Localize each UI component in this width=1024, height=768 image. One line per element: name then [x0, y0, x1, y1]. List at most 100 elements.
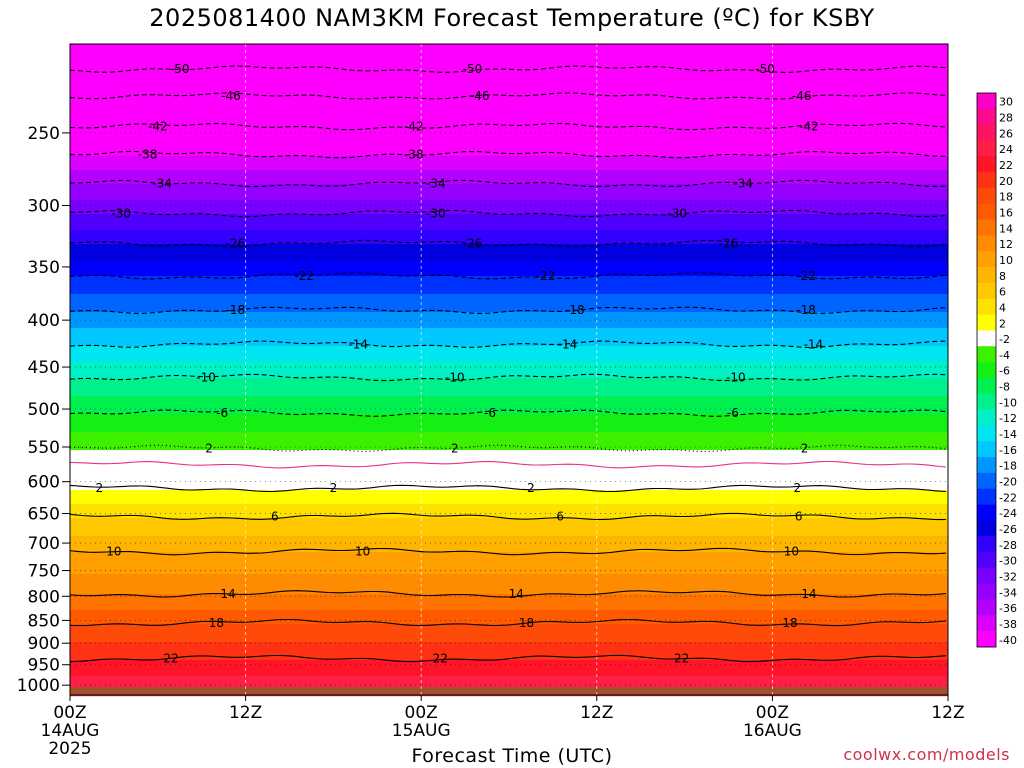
contour-label: 14	[801, 587, 816, 601]
colorbar-label: -16	[999, 444, 1017, 457]
colorbar-label: 12	[999, 238, 1013, 251]
colorbar-label: -10	[999, 396, 1017, 409]
x-axis-label: Forecast Time (UTC)	[411, 745, 613, 767]
colorbar-label: -18	[999, 460, 1017, 473]
colorbar-label: -4	[999, 349, 1010, 362]
colorbar-swatch	[977, 156, 996, 173]
colorbar-swatch	[977, 393, 996, 410]
y-tick-label: 950	[28, 656, 60, 676]
colorbar-swatch	[977, 377, 996, 395]
contour-line	[69, 618, 947, 627]
colorbar-swatch	[977, 599, 996, 616]
x-tick-label: 12Z	[931, 703, 964, 723]
colorbar-swatch	[977, 425, 996, 442]
contour-label: -22	[294, 269, 314, 283]
y-axis: 250 300 350 400 450 500 550 600 650 700 750 800 850 9…	[17, 124, 70, 696]
colorbar-label: 10	[999, 254, 1013, 267]
colorbar-label: -6	[999, 365, 1010, 378]
credit-text[interactable]: coolwx.com/models	[843, 745, 1010, 764]
colorbar-swatch	[977, 457, 996, 474]
contour-label: 6	[271, 510, 279, 524]
colorbar-label: 26	[999, 127, 1013, 140]
contour-line	[69, 340, 946, 348]
colorbar-swatch	[977, 267, 996, 284]
contour-label: -34	[152, 177, 172, 191]
chart-title: 2025081400 NAM3KM Forecast Temperature (…	[149, 4, 875, 32]
contour-label: 2	[205, 441, 213, 455]
ground-band	[70, 687, 948, 695]
contour-label: -30	[111, 206, 131, 220]
x-tick-label: 12Z	[229, 703, 262, 723]
colorbar-label: -36	[999, 602, 1017, 615]
colorbar-swatch	[977, 235, 996, 252]
colorbar-label: -26	[999, 523, 1017, 536]
contour-label: 2	[793, 481, 801, 495]
contour-label: -30	[667, 206, 687, 220]
colorbar-label: -34	[999, 586, 1017, 599]
contour-label: -34	[426, 177, 446, 191]
contour-label: 10	[106, 545, 121, 559]
contour-label: 22	[674, 651, 689, 665]
contour-line	[69, 373, 947, 382]
contour-label: -50	[463, 62, 483, 76]
y-tick-label: 650	[28, 505, 60, 525]
contour-label: -22	[536, 269, 556, 283]
colorbar-swatch	[977, 615, 996, 632]
colorbar-swatch	[977, 536, 996, 553]
contour-label: -10	[196, 371, 216, 385]
y-tick-label: 700	[28, 534, 60, 554]
colorbar-swatch	[977, 187, 996, 205]
y-tick-label: 250	[28, 124, 60, 144]
colorbar-swatch	[977, 631, 996, 648]
colorbar-swatch	[977, 552, 996, 569]
y-tick-label: 500	[28, 400, 60, 420]
contour-label: 2	[451, 441, 459, 455]
contour-label: -18	[226, 303, 246, 317]
contour-label: -34	[733, 177, 753, 191]
contour-label: 2	[330, 481, 338, 495]
contour-label: -18	[565, 303, 585, 317]
contour-label: 22	[433, 651, 448, 665]
contour-label: -22	[796, 269, 816, 283]
contour-line	[69, 65, 947, 73]
y-tick-label: 600	[28, 473, 60, 493]
colorbar-swatch	[977, 488, 996, 505]
colorbar-label: -30	[999, 555, 1017, 568]
colorbar-swatch	[977, 251, 996, 268]
colorbar-label: -8	[999, 381, 1010, 394]
colorbar-swatch	[977, 472, 996, 490]
y-tick-label: 850	[28, 611, 60, 631]
contour-line	[69, 512, 947, 521]
y-tick-label: 450	[28, 358, 60, 378]
colorbar-swatch	[977, 298, 996, 315]
colorbar-swatch	[977, 567, 996, 584]
contour-label: 10	[784, 545, 799, 559]
contour-label: -10	[445, 371, 465, 385]
contour-line	[69, 484, 947, 493]
colorbar-swatch	[977, 504, 996, 521]
contour-label: -30	[426, 206, 446, 220]
colorbar: 30 28 26 24 22 20 18 16 14 12 10 8 6 4 2 -2 -4 -6 -8 -10 -12…	[976, 92, 1017, 648]
colorbar-swatch	[977, 124, 996, 141]
x-tick-label: 00Z	[53, 703, 86, 723]
colorbar-swatch	[977, 219, 996, 236]
contour-label: -26	[463, 236, 483, 250]
x-tick-label: 00Z	[405, 703, 438, 723]
contour-label: -46	[221, 89, 241, 103]
y-tick-label: 550	[28, 438, 60, 458]
colorbar-label: 8	[999, 270, 1006, 283]
x-tick-label: 00Z	[756, 703, 789, 723]
contour-label: 2	[527, 481, 535, 495]
contour-label: 14	[220, 587, 235, 601]
contour-line	[69, 654, 947, 663]
y-tick-label: 900	[28, 634, 60, 654]
contour-label: -26	[719, 236, 739, 250]
y-tick-label: 800	[28, 587, 60, 607]
contour-line	[69, 547, 947, 556]
plot-frame	[69, 43, 949, 696]
y-tick-label: 300	[28, 197, 60, 217]
colorbar-label: -12	[999, 412, 1017, 425]
contour-label: 22	[163, 651, 178, 665]
colorbar-label: 6	[999, 286, 1006, 299]
